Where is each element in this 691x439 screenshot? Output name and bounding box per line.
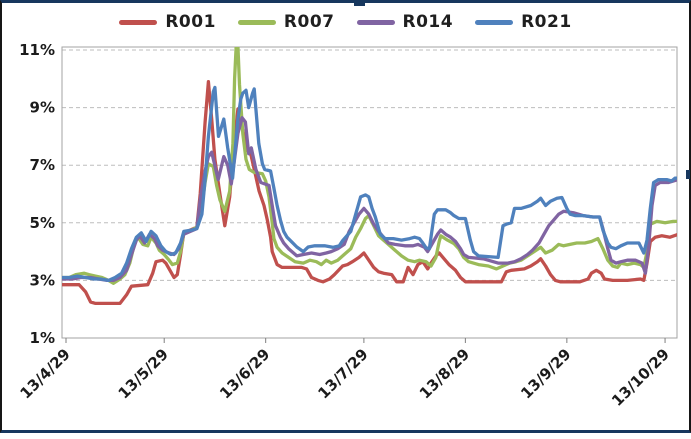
legend-item-R014: R014 [356,12,454,32]
legend-item-R007: R007 [237,12,335,32]
legend-swatch-R007 [237,19,276,25]
y-axis-label: 11% [19,41,55,59]
y-axis-label: 5% [30,214,55,232]
legend-swatch-R021 [475,19,514,25]
legend: R001 R007 R014 R021 [0,9,691,35]
legend-item-R001: R001 [119,12,216,32]
y-axis-label: 9% [30,99,55,117]
legend-label-R007: R007 [283,12,335,32]
x-axis-label: 13/4/29 [16,345,73,402]
series-line-R007 [62,47,677,285]
legend-item-R021: R021 [475,12,572,32]
x-axis-label: 13/8/29 [416,345,473,402]
legend-label-R001: R001 [165,12,216,32]
x-axis-label: 13/6/29 [216,345,273,402]
y-axis-label: 7% [30,156,55,174]
legend-swatch-R014 [356,19,395,25]
y-axis-label: 1% [30,329,55,347]
legend-label-R021: R021 [521,12,572,32]
plot-frame [61,46,678,339]
x-axis-label: 13/7/29 [314,345,371,402]
x-axis-label: 13/10/29 [608,345,673,410]
x-axis-label: 13/5/29 [115,345,172,402]
legend-swatch-R001 [119,19,158,25]
x-axis-label: 13/9/29 [517,345,574,402]
series-line-R001 [62,80,677,306]
border-artifact-top [354,0,365,6]
legend-label-R014: R014 [402,12,454,32]
border-artifact-right [686,170,690,179]
series-line-R021 [62,85,677,283]
y-axis-label: 3% [30,271,55,289]
